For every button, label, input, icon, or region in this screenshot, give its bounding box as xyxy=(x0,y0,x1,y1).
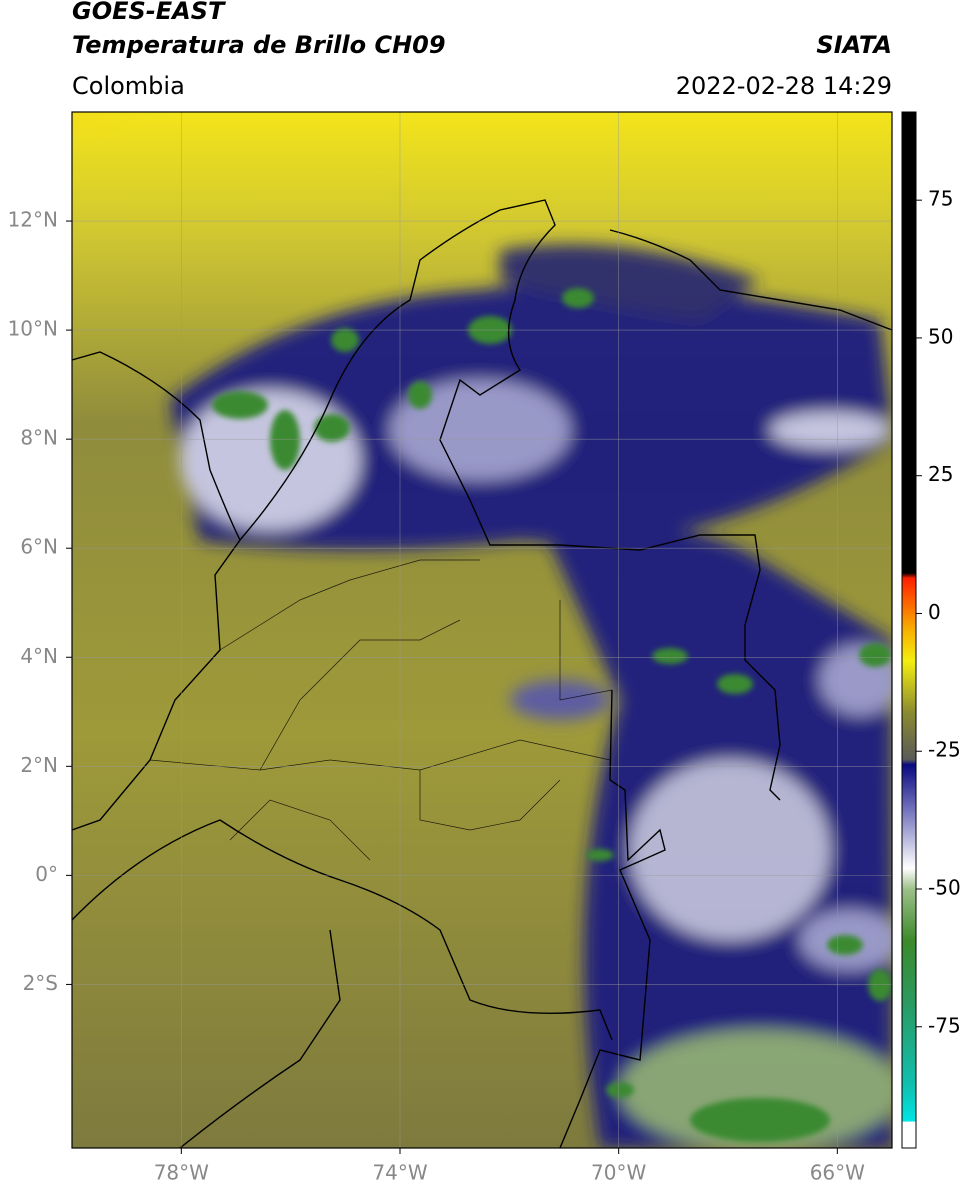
map-image xyxy=(72,112,892,1148)
y-tick-label: 10°N xyxy=(8,317,58,341)
title: GOES-EAST xyxy=(72,0,226,25)
y-tick-label: 0° xyxy=(35,862,58,886)
region: Colombia xyxy=(72,72,185,100)
colorbar xyxy=(901,111,917,1149)
colorbar-tick-label: -50 xyxy=(928,876,961,900)
y-tick-label: 4°N xyxy=(20,644,58,668)
datetime: 2022-02-28 14:29 xyxy=(676,72,892,100)
graticule xyxy=(72,112,892,1148)
x-tick-label: 66°W xyxy=(810,1161,865,1185)
colorbar-tick-label: -75 xyxy=(928,1013,961,1037)
x-tick-label: 78°W xyxy=(154,1161,209,1185)
colorbar-tick-label: 0 xyxy=(928,600,941,624)
map-frame xyxy=(71,111,893,1149)
colorbar-tick-label: -25 xyxy=(928,738,961,762)
colorbar-tick-label: 25 xyxy=(928,462,953,486)
subtitle: Temperatura de Brillo CH09 xyxy=(72,31,446,59)
y-tick-label: 6°N xyxy=(20,535,58,559)
colorbar-tick-label: 50 xyxy=(928,324,953,348)
x-tick-label: 70°W xyxy=(591,1161,646,1185)
colorbar-tick-label: 75 xyxy=(928,187,953,211)
y-tick-label: 12°N xyxy=(8,208,58,232)
y-tick-label: 8°N xyxy=(20,426,58,450)
source: SIATA xyxy=(816,31,892,59)
y-tick-label: 2°N xyxy=(20,753,58,777)
y-tick-label: 2°S xyxy=(23,971,58,995)
x-tick-label: 74°W xyxy=(372,1161,427,1185)
